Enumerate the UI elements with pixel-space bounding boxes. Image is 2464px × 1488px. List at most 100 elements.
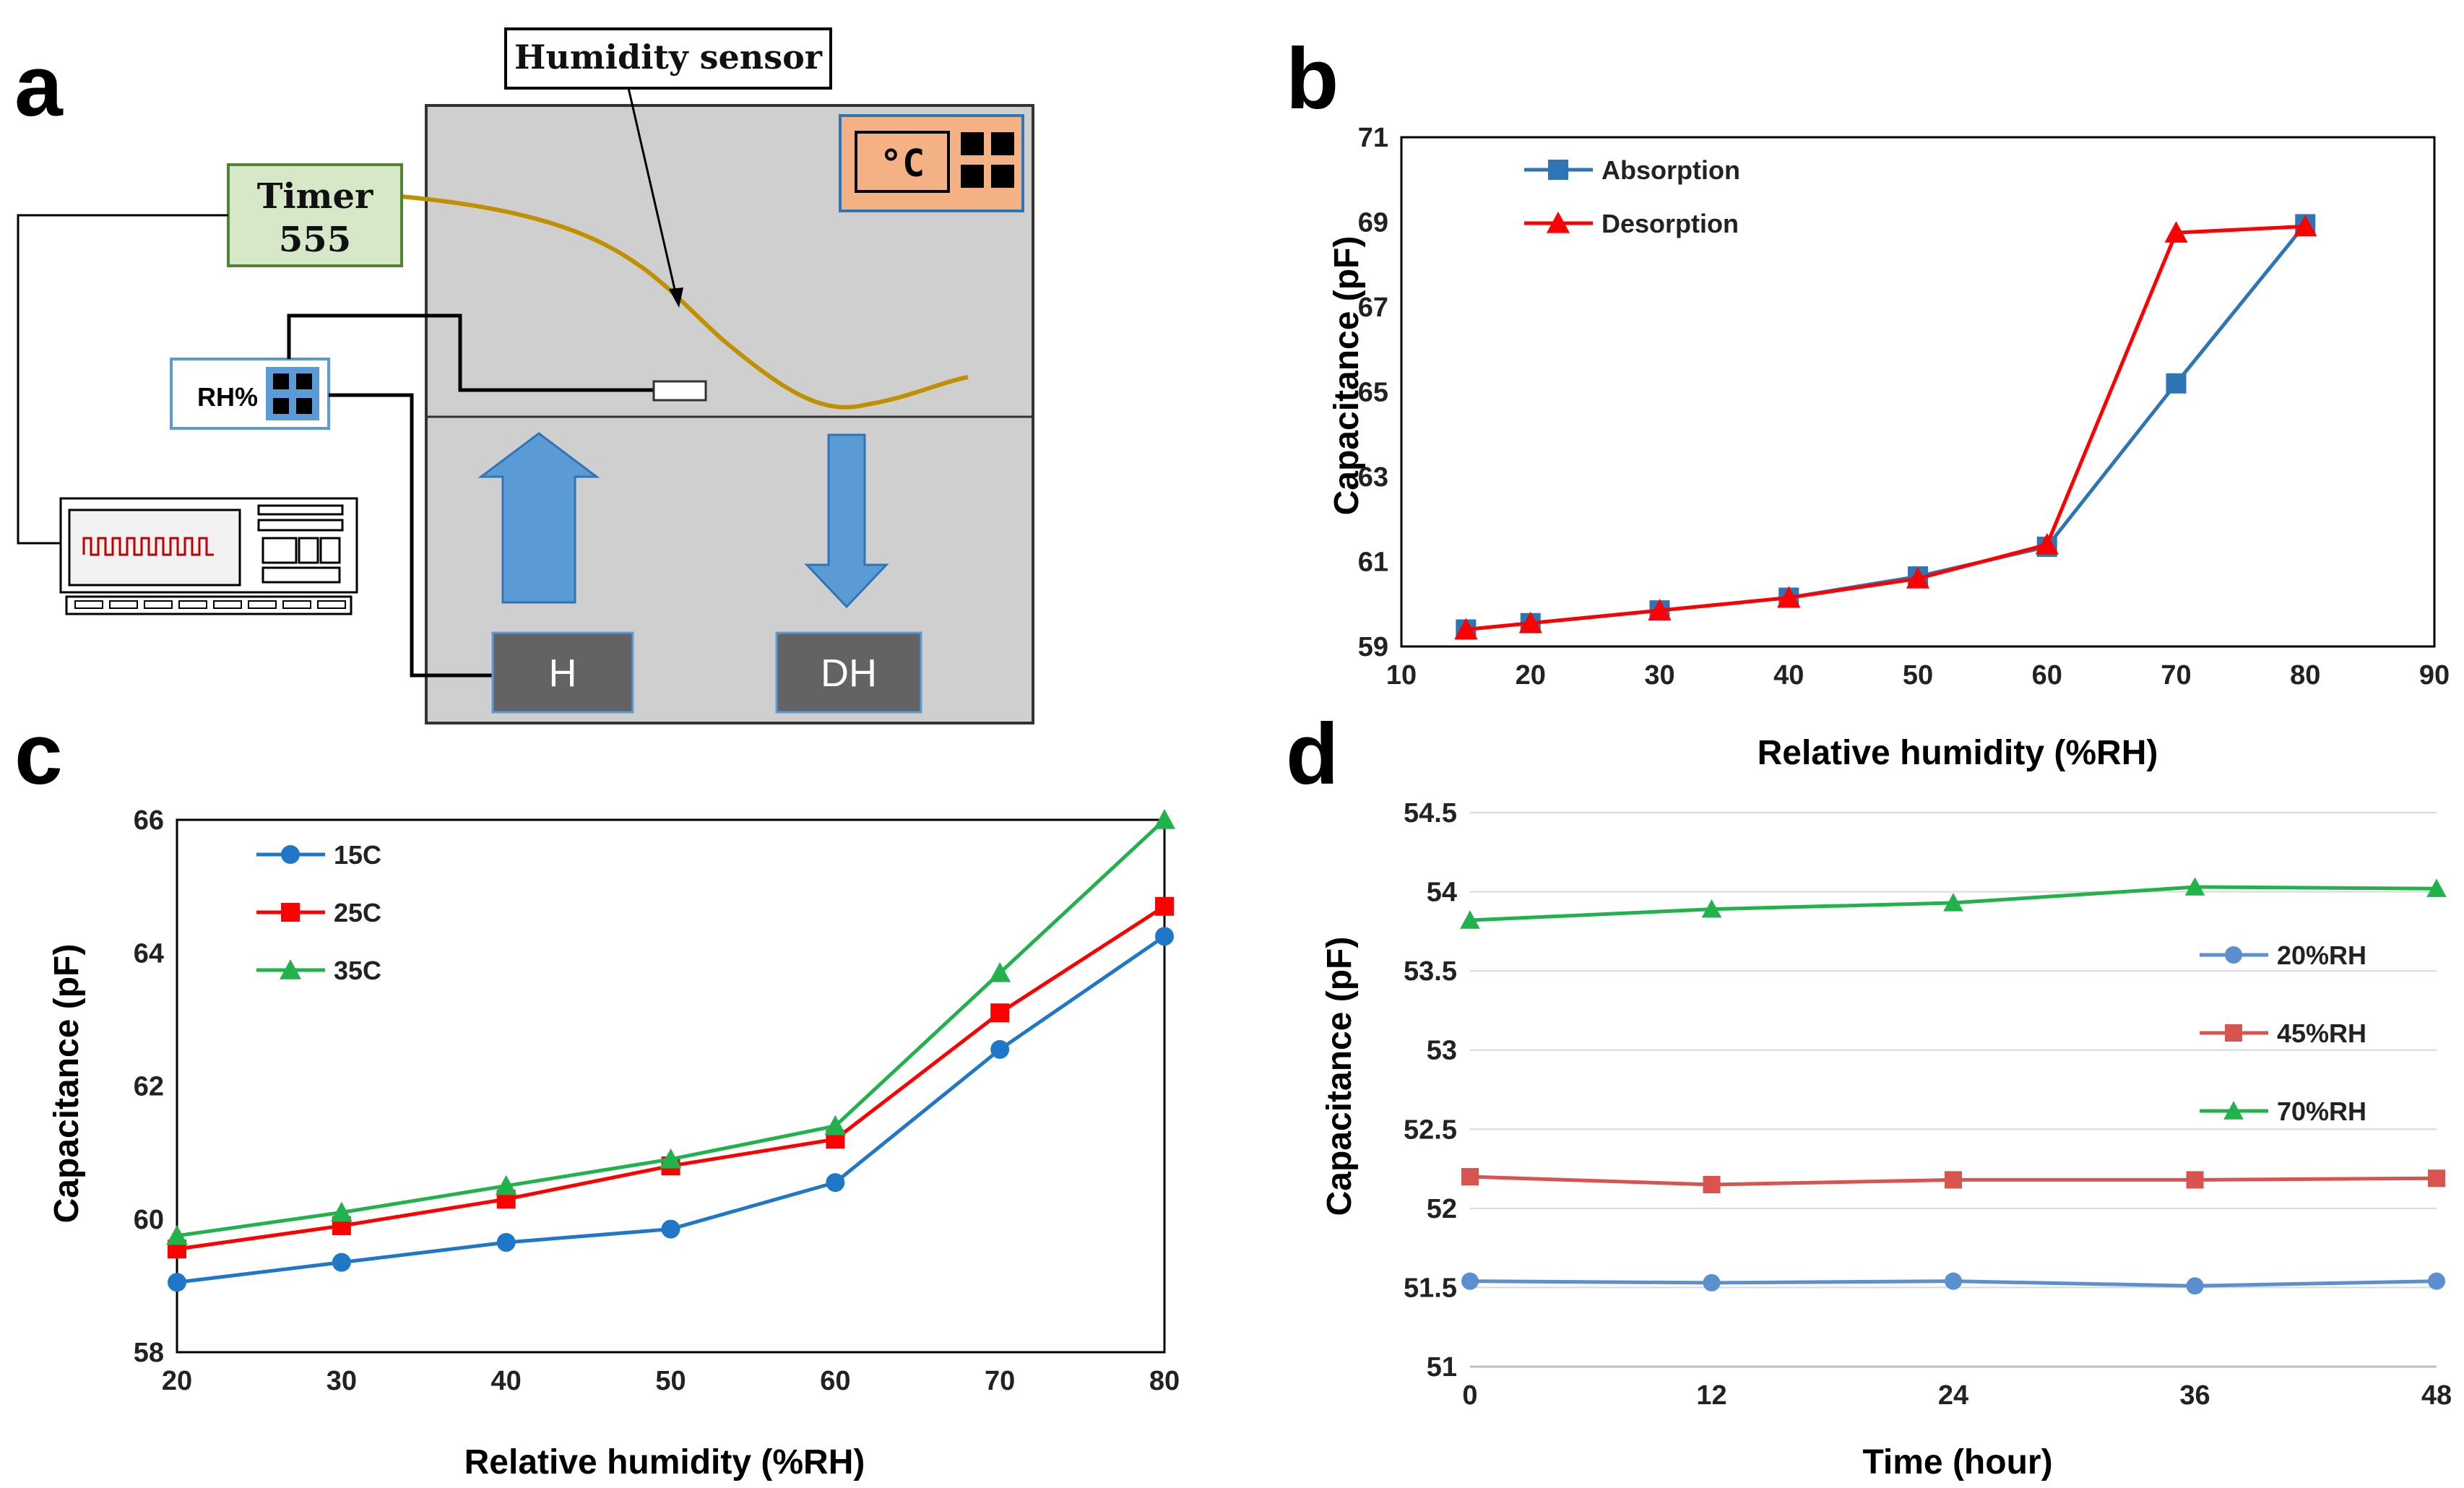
data-point (824, 1115, 847, 1136)
panel-label-a: a (14, 38, 64, 134)
y-tick-label: 71 (1358, 123, 1388, 153)
data-point (332, 1253, 351, 1272)
data-point (495, 1175, 517, 1195)
legend-marker (281, 903, 300, 922)
rh-meter-button (296, 373, 312, 389)
panel-label-d: d (1286, 706, 1339, 803)
rh-meter-button (273, 398, 289, 414)
legend-label: 25C (334, 898, 381, 927)
x-tick-label: 30 (1644, 660, 1674, 691)
legend-marker (1546, 211, 1570, 233)
panel-label-c: c (14, 706, 63, 803)
legend-label: Absorption (1601, 155, 1740, 185)
humidifier-wire (329, 393, 493, 678)
rh-meter-button (296, 398, 312, 414)
x-tick-label: 50 (1903, 660, 1933, 691)
legend-marker (281, 845, 300, 864)
oscilloscope-control (319, 537, 341, 564)
thermostat-button (961, 165, 984, 188)
timer-label-line1: Timer (257, 176, 373, 217)
y-tick-label: 66 (134, 805, 164, 836)
y-tick-label: 53.5 (1404, 956, 1457, 987)
x-tick-label: 70 (985, 1366, 1015, 1396)
timer-wire (17, 214, 228, 545)
y-tick-label: 59 (1358, 632, 1388, 662)
humidity-sensor-label: Humidity sensor (514, 38, 823, 77)
thermostat-button (961, 132, 984, 155)
legend-label: 35C (334, 956, 381, 985)
oscilloscope-control (261, 566, 341, 584)
dehumidifier-box (775, 631, 922, 714)
data-point (1648, 598, 1672, 620)
x-tick-label: 20 (1516, 660, 1546, 691)
data-point (1701, 899, 1722, 918)
y-tick-label: 69 (1358, 208, 1388, 238)
legend-label: 15C (334, 840, 381, 870)
data-point (2164, 221, 2188, 243)
data-point (1943, 893, 1963, 912)
humidifier-label: H (549, 652, 577, 695)
x-tick-label: 40 (491, 1366, 522, 1396)
legend-marker (280, 959, 301, 979)
x-axis-label: Relative humidity (%RH) (1758, 734, 2158, 772)
panel-label-b: b (1286, 30, 1339, 127)
legend-marker (1548, 160, 1568, 180)
y-tick-label: 64 (134, 938, 164, 969)
data-point (1154, 809, 1175, 829)
x-tick-label: 50 (655, 1366, 686, 1396)
data-point (496, 1232, 516, 1252)
oscilloscope-control (257, 504, 344, 516)
x-axis-label: Relative humidity (%RH) (464, 1443, 865, 1481)
thermostat-button (991, 132, 1014, 155)
data-point (1945, 1171, 1962, 1189)
square-wave-signal (82, 537, 214, 556)
legend-label: Desorption (1601, 209, 1739, 238)
data-point (1461, 1272, 1479, 1290)
x-tick-label: 80 (2290, 660, 2320, 691)
x-tick-label: 60 (820, 1366, 850, 1396)
legend-label: 70%RH (2277, 1096, 2366, 1126)
panel-c-chart: c Relative humidity (%RH) Capacitance (p… (14, 706, 1180, 1481)
dehumidify-down-arrow (804, 433, 889, 609)
legend-marker (2225, 1024, 2242, 1042)
sensor-cable-curve (400, 194, 969, 410)
x-tick-label: 48 (2421, 1380, 2452, 1411)
panel-d-chart: d Time (hour) Capacitance (pF) 0 12 24 36 48… (1286, 706, 2452, 1481)
data-point (2428, 1272, 2445, 1290)
oscilloscope-feet (74, 600, 346, 609)
legend-marker (2225, 946, 2242, 964)
data-point (826, 1173, 845, 1193)
data-point (2426, 878, 2447, 897)
data-point (2294, 215, 2317, 237)
x-tick-label: 20 (162, 1366, 192, 1396)
x-tick-label: 12 (1696, 1380, 1726, 1411)
data-point (2035, 532, 2059, 555)
rh-meter-label: RH% (197, 382, 258, 412)
legend-label: 45%RH (2277, 1018, 2366, 1048)
panel-a-diagram: a Humidity sensor °C Timer 555 RH% (14, 27, 1034, 724)
x-tick-label: 10 (1386, 660, 1417, 691)
oscilloscope-control (257, 519, 344, 532)
panel-b-chart: b Relative humidity (%RH) Capacitance (p… (1286, 30, 2450, 772)
y-tick-label: 54.5 (1404, 798, 1457, 829)
y-tick-label: 54 (1427, 878, 1457, 908)
dehumidifier-label: DH (821, 652, 877, 695)
humidify-up-arrow (477, 432, 600, 604)
x-tick-label: 90 (2419, 660, 2450, 691)
y-tick-label: 60 (134, 1205, 164, 1235)
data-point (2184, 877, 2205, 896)
oscilloscope-control (298, 537, 319, 564)
y-tick-label: 52 (1427, 1194, 1457, 1224)
data-point (1945, 1272, 1962, 1290)
y-tick-label: 51.5 (1404, 1273, 1457, 1303)
sensor-probe-wire (287, 313, 654, 392)
x-tick-label: 70 (2161, 660, 2191, 691)
humidity-sensor-label-box (504, 27, 832, 90)
x-tick-label: 24 (1938, 1380, 1968, 1411)
data-point (1777, 586, 1801, 608)
data-point (2186, 1171, 2204, 1189)
data-point (1461, 1168, 1479, 1186)
y-axis-label: Capacitance (pF) (1320, 937, 1359, 1216)
data-point (1155, 927, 1174, 946)
